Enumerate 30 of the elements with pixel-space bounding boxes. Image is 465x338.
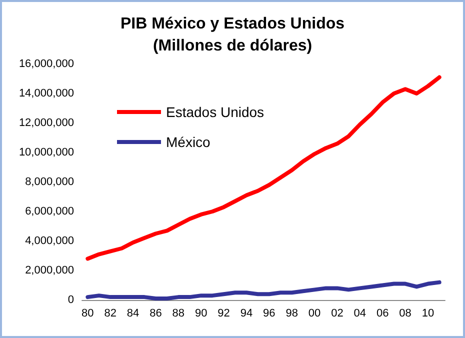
x-tick-label: 96	[263, 308, 276, 320]
x-tick-label: 88	[172, 308, 185, 320]
line-series	[86, 280, 442, 301]
x-tick-label: 06	[376, 308, 389, 320]
x-tick-label: 84	[126, 308, 140, 320]
y-tick-label: 8,000,000	[25, 176, 74, 188]
line-series	[86, 75, 442, 261]
y-tick-label: 0	[68, 294, 74, 306]
x-tick-label: 82	[104, 308, 116, 320]
y-tick-label: 16,000,000	[18, 58, 74, 70]
y-tick-label: 14,000,000	[18, 88, 74, 100]
x-tick-label: 90	[194, 308, 208, 320]
x-tick-label: 94	[240, 308, 253, 320]
x-tick-label: 98	[286, 308, 298, 320]
x-tick-label: 08	[399, 308, 412, 320]
x-tick-label: 02	[331, 308, 344, 320]
chart-title: PIB México y Estados Unidos (Millones de dólares)	[120, 16, 345, 54]
y-tick-label: 12,000,000	[18, 117, 74, 129]
x-tick-label: 04	[354, 308, 366, 320]
x-tick-label: 10	[422, 308, 434, 320]
x-tick-label: 86	[150, 308, 162, 320]
y-tick-label: 6,000,000	[25, 206, 74, 218]
legend-label: México	[166, 134, 211, 150]
y-tick-label: 4,000,000	[25, 235, 74, 247]
x-tick-label: 80	[82, 308, 94, 320]
legend-label: Estados Unidos	[166, 104, 264, 120]
x-tick-label: 92	[218, 308, 230, 320]
y-tick-label: 10,000,000	[18, 146, 74, 158]
x-tick-label: 00	[308, 308, 321, 320]
y-tick-label: 2,000,000	[25, 264, 74, 276]
